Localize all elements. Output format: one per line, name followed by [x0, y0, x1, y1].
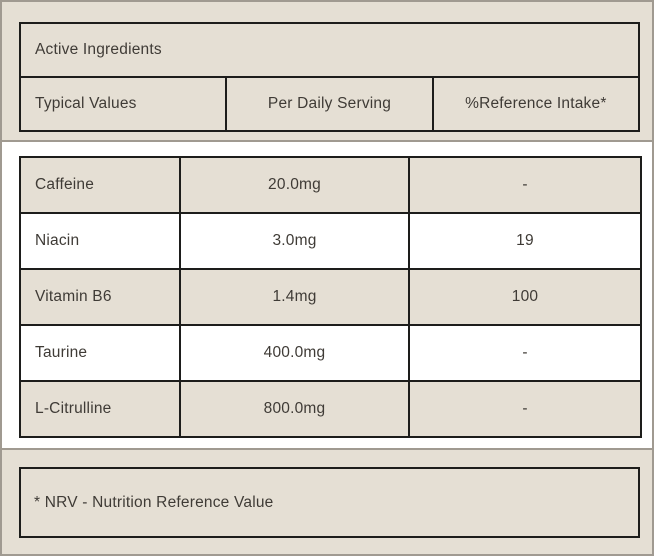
ingredient-name: Taurine [19, 324, 181, 382]
ingredient-row-niacin: Niacin 3.0mg 19 [19, 212, 642, 270]
ingredients-table: Caffeine 20.0mg - Niacin 3.0mg 19 Vitami… [19, 156, 642, 438]
ingredient-nrv: - [408, 380, 642, 438]
ingredient-row-caffeine: Caffeine 20.0mg - [19, 156, 642, 214]
ingredient-row-l-citrulline: L-Citrulline 800.0mg - [19, 380, 642, 438]
ingredient-name: Niacin [19, 212, 181, 270]
ingredient-amount: 800.0mg [179, 380, 410, 438]
active-ingredients-header-table: Active Ingredients Typical Values Per Da… [18, 22, 641, 132]
ingredients-section: Caffeine 20.0mg - Niacin 3.0mg 19 Vitami… [2, 140, 652, 448]
column-header-typical-values: Typical Values [18, 76, 228, 132]
ingredient-amount: 400.0mg [179, 324, 410, 382]
column-header-reference-intake: %Reference Intake* [431, 76, 641, 132]
nrv-footnote-box: * NRV - Nutrition Reference Value [19, 467, 640, 538]
ingredient-nrv: - [408, 324, 642, 382]
ingredient-amount: 1.4mg [179, 268, 410, 326]
ingredient-name: Vitamin B6 [19, 268, 181, 326]
table-title: Active Ingredients [19, 22, 640, 78]
ingredient-name: L-Citrulline [19, 380, 181, 438]
ingredient-amount: 20.0mg [179, 156, 410, 214]
ingredient-nrv: 19 [408, 212, 642, 270]
ingredient-nrv: 100 [408, 268, 642, 326]
ingredient-nrv: - [408, 156, 642, 214]
ingredient-name: Caffeine [19, 156, 181, 214]
ingredient-row-vitamin-b6: Vitamin B6 1.4mg 100 [19, 268, 642, 326]
nrv-footnote-text: * NRV - Nutrition Reference Value [34, 493, 274, 511]
footnote-section: * NRV - Nutrition Reference Value [2, 448, 652, 554]
column-headers-row: Typical Values Per Daily Serving %Refere… [18, 76, 641, 132]
header-section: Active Ingredients Typical Values Per Da… [2, 2, 652, 140]
column-header-per-daily-serving: Per Daily Serving [225, 76, 434, 132]
ingredient-amount: 3.0mg [179, 212, 410, 270]
table-title-row: Active Ingredients [19, 22, 640, 78]
ingredient-row-taurine: Taurine 400.0mg - [19, 324, 642, 382]
